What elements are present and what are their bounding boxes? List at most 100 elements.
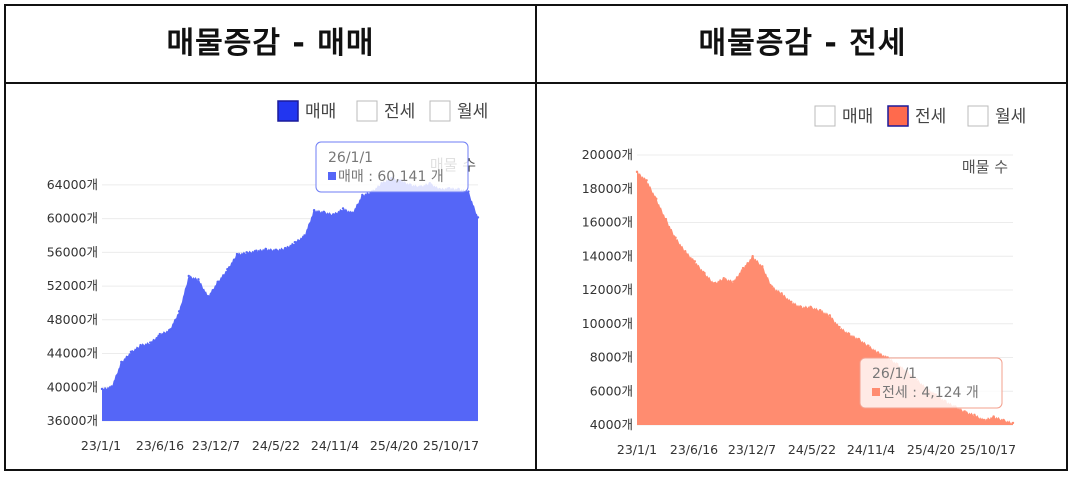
x-tick-label: 23/12/7 bbox=[728, 442, 776, 457]
y-tick-label: 10000개 bbox=[582, 316, 633, 331]
legend-swatch[interactable] bbox=[356, 100, 378, 122]
data-point[interactable] bbox=[876, 351, 880, 354]
x-tick-label: 25/10/17 bbox=[423, 438, 479, 453]
data-point[interactable] bbox=[751, 255, 754, 258]
data-point[interactable] bbox=[828, 314, 832, 317]
x-tick-label: 23/6/16 bbox=[136, 438, 184, 453]
tooltip-box bbox=[315, 141, 469, 193]
y-tick-label: 14000개 bbox=[582, 248, 633, 263]
data-point[interactable] bbox=[283, 246, 287, 250]
data-point[interactable] bbox=[158, 332, 162, 336]
data-point[interactable] bbox=[732, 280, 735, 283]
legend-label[interactable]: 전세 bbox=[915, 107, 946, 127]
data-point[interactable] bbox=[780, 292, 783, 295]
data-point[interactable] bbox=[168, 328, 171, 332]
data-point[interactable] bbox=[761, 265, 764, 268]
data-point[interactable] bbox=[303, 234, 306, 237]
data-point[interactable] bbox=[312, 208, 316, 212]
data-point[interactable] bbox=[341, 207, 345, 210]
data-point[interactable] bbox=[664, 217, 668, 221]
data-point[interactable] bbox=[867, 344, 870, 347]
data-point[interactable] bbox=[973, 413, 976, 417]
data-point[interactable] bbox=[741, 266, 745, 270]
y-tick-label: 64000개 bbox=[47, 177, 98, 192]
data-point[interactable] bbox=[703, 271, 706, 275]
tooltip-box bbox=[859, 357, 1003, 409]
data-point[interactable] bbox=[149, 341, 152, 344]
data-point[interactable] bbox=[322, 210, 325, 214]
data-point[interactable] bbox=[674, 236, 677, 239]
y-tick-label: 18000개 bbox=[582, 181, 633, 196]
legend-label[interactable]: 매매 bbox=[842, 107, 873, 127]
tooltip-value: 전세 : 4,124 개 bbox=[882, 385, 979, 401]
legend-swatch[interactable] bbox=[277, 100, 299, 122]
legend-swatch[interactable] bbox=[887, 105, 909, 127]
data-point[interactable] bbox=[100, 387, 104, 391]
data-point[interactable] bbox=[992, 415, 995, 418]
data-point[interactable] bbox=[187, 274, 190, 278]
area-series-전세[interactable] bbox=[637, 172, 1013, 425]
x-tick-label: 24/11/4 bbox=[311, 438, 359, 453]
legend-swatch[interactable] bbox=[814, 105, 836, 127]
data-point[interactable] bbox=[274, 248, 277, 252]
legend-label[interactable]: 월세 bbox=[995, 107, 1026, 127]
data-point[interactable] bbox=[1002, 418, 1005, 422]
data-point[interactable] bbox=[120, 360, 123, 364]
data-point[interactable] bbox=[635, 170, 639, 174]
x-tick-label: 23/1/1 bbox=[617, 442, 657, 457]
data-point[interactable] bbox=[770, 285, 774, 288]
data-point[interactable] bbox=[139, 343, 142, 347]
data-point[interactable] bbox=[847, 332, 851, 336]
x-tick-label: 23/6/16 bbox=[670, 442, 718, 457]
data-point[interactable] bbox=[712, 282, 716, 285]
data-point[interactable] bbox=[799, 305, 803, 309]
data-point[interactable] bbox=[110, 385, 113, 388]
data-point[interactable] bbox=[467, 190, 470, 193]
data-point[interactable] bbox=[197, 278, 200, 281]
data-point[interactable] bbox=[655, 197, 658, 201]
data-point[interactable] bbox=[264, 247, 268, 251]
x-tick-label: 25/4/20 bbox=[370, 438, 418, 453]
data-point[interactable] bbox=[722, 276, 725, 280]
data-point[interactable] bbox=[293, 241, 297, 244]
data-point[interactable] bbox=[1011, 421, 1015, 425]
y-tick-label: 44000개 bbox=[47, 346, 98, 361]
data-point[interactable] bbox=[351, 211, 354, 214]
data-point[interactable] bbox=[476, 216, 480, 219]
data-point[interactable] bbox=[206, 294, 210, 298]
data-point[interactable] bbox=[216, 280, 219, 284]
data-point[interactable] bbox=[963, 410, 966, 413]
panel-divider bbox=[535, 4, 537, 471]
data-point[interactable] bbox=[982, 418, 986, 422]
y-tick-label: 20000개 bbox=[582, 147, 633, 162]
data-point[interactable] bbox=[226, 268, 229, 271]
data-point[interactable] bbox=[857, 337, 860, 341]
y-tick-label: 60000개 bbox=[47, 211, 98, 226]
legend-swatch[interactable] bbox=[429, 100, 451, 122]
title-divider bbox=[4, 82, 1068, 84]
data-point[interactable] bbox=[684, 249, 687, 253]
y-tick-label: 48000개 bbox=[47, 312, 98, 327]
legend-label[interactable]: 월세 bbox=[457, 102, 488, 122]
data-point[interactable] bbox=[790, 300, 793, 304]
data-point[interactable] bbox=[361, 193, 364, 197]
data-point[interactable] bbox=[645, 179, 648, 182]
legend-label[interactable]: 매매 bbox=[305, 102, 336, 122]
panel-title-sale: 매물증감 - 매매 bbox=[166, 26, 375, 61]
data-point[interactable] bbox=[693, 260, 697, 263]
data-point[interactable] bbox=[129, 350, 133, 354]
data-point[interactable] bbox=[235, 252, 239, 256]
legend-label[interactable]: 전세 bbox=[384, 102, 415, 122]
legend-swatch[interactable] bbox=[967, 105, 989, 127]
data-point[interactable] bbox=[332, 213, 335, 216]
x-tick-label: 23/1/1 bbox=[81, 438, 121, 453]
area-series-매매[interactable] bbox=[102, 177, 478, 421]
data-point[interactable] bbox=[245, 251, 248, 254]
data-point[interactable] bbox=[818, 309, 822, 312]
data-point[interactable] bbox=[177, 310, 181, 313]
data-point[interactable] bbox=[809, 305, 812, 309]
x-tick-label: 25/4/20 bbox=[907, 442, 955, 457]
data-point[interactable] bbox=[255, 249, 258, 252]
data-point[interactable] bbox=[838, 325, 841, 329]
y-tick-label: 4000개 bbox=[590, 417, 633, 432]
